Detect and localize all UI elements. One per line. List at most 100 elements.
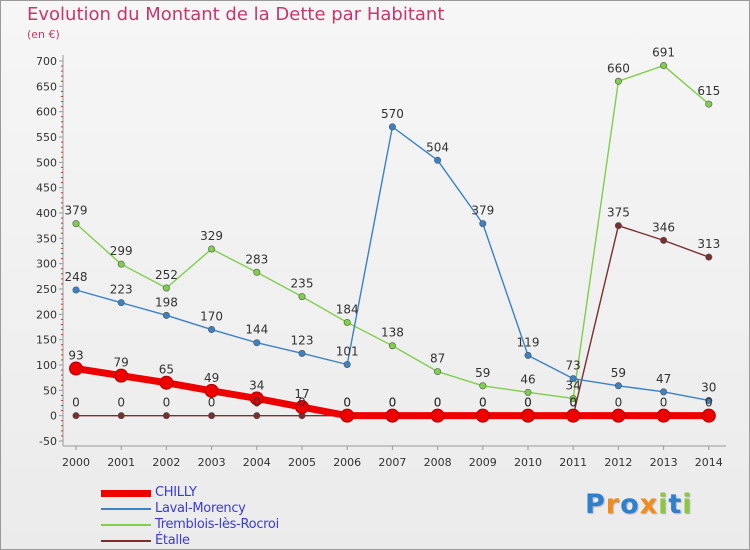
data-label: 615 — [697, 84, 720, 98]
x-tick-label: 2002 — [152, 456, 180, 469]
y-tick-label: 200 — [36, 308, 57, 321]
data-point — [388, 342, 396, 350]
data-label: 248 — [65, 270, 88, 284]
y-tick-label: 400 — [36, 207, 57, 220]
data-point — [524, 351, 532, 359]
data-label: 47 — [656, 372, 671, 386]
data-point — [343, 360, 351, 368]
logo-letter: x — [639, 489, 659, 520]
data-label: 0 — [117, 396, 125, 410]
y-tick-label: 700 — [36, 55, 57, 68]
x-tick-label: 2009 — [469, 456, 497, 469]
data-label: 299 — [110, 244, 133, 258]
data-label: 73 — [566, 359, 581, 373]
data-label: 123 — [291, 333, 314, 347]
legend-label: CHILLY — [155, 485, 197, 500]
x-tick-label: 2005 — [288, 456, 316, 469]
data-label: 379 — [471, 204, 494, 218]
y-tick-label: -50 — [39, 435, 57, 448]
data-label: 34 — [566, 378, 581, 392]
data-point — [162, 284, 170, 292]
data-label: 144 — [245, 323, 268, 337]
data-point — [253, 339, 261, 347]
data-label: 691 — [652, 46, 675, 60]
y-tick-label: 650 — [36, 80, 57, 93]
x-tick-label: 2007 — [378, 456, 406, 469]
data-point — [69, 361, 83, 376]
legend-label: Tremblois-lès-Rocroi — [155, 517, 279, 532]
y-tick-label: 50 — [43, 384, 57, 397]
data-point — [295, 400, 309, 415]
data-label: 0 — [524, 396, 532, 410]
data-point — [614, 382, 622, 390]
data-point — [388, 123, 396, 131]
data-point — [569, 394, 577, 402]
data-point — [253, 268, 261, 276]
data-point — [117, 412, 125, 420]
legend-swatch — [101, 490, 151, 497]
data-point — [705, 100, 713, 108]
data-label: 252 — [155, 268, 178, 282]
data-point — [208, 326, 216, 334]
data-point — [162, 412, 170, 420]
y-tick-label: 0 — [50, 410, 57, 423]
data-point — [204, 383, 219, 398]
y-tick-label: 350 — [36, 232, 57, 245]
data-point — [208, 412, 216, 420]
data-point — [117, 299, 125, 307]
data-label: 329 — [200, 229, 223, 243]
data-label: 49 — [204, 371, 219, 385]
data-point — [72, 286, 80, 294]
data-point — [660, 236, 668, 244]
data-label: 17 — [294, 387, 309, 401]
data-label: 660 — [607, 61, 630, 75]
legend-swatch — [101, 508, 151, 510]
x-tick-label: 2008 — [424, 456, 452, 469]
data-label: 223 — [110, 283, 133, 297]
x-tick-label: 2006 — [333, 456, 361, 469]
data-point — [705, 253, 713, 261]
data-label: 0 — [434, 396, 442, 410]
chart-subtitle: (en €) — [27, 28, 60, 41]
logo-letter: r — [605, 489, 621, 520]
data-label: 198 — [155, 295, 178, 309]
y-tick-label: 600 — [36, 106, 57, 119]
data-point — [705, 396, 713, 404]
data-label: 0 — [479, 396, 487, 410]
data-point — [159, 375, 174, 390]
x-tick-label: 2012 — [604, 456, 632, 469]
data-label: 30 — [701, 380, 716, 394]
data-point — [614, 222, 622, 230]
data-point — [566, 408, 581, 423]
data-label: 379 — [65, 204, 88, 218]
data-point — [162, 311, 170, 319]
data-label: 59 — [475, 366, 490, 380]
data-point — [114, 368, 129, 383]
chart-title: Evolution du Montant de la Dette par Hab… — [27, 4, 445, 25]
data-label: 65 — [159, 363, 174, 377]
data-label: 283 — [245, 252, 268, 266]
data-label: 0 — [343, 396, 351, 410]
data-label: 0 — [615, 396, 623, 410]
data-label: 87 — [430, 352, 445, 366]
data-point — [521, 408, 535, 423]
data-label: 46 — [520, 372, 535, 386]
data-point — [614, 77, 622, 85]
logo-letter: t — [668, 489, 683, 520]
data-label: 0 — [660, 396, 668, 410]
data-label: 101 — [336, 344, 359, 358]
data-label: 0 — [705, 396, 713, 410]
x-tick-label: 2010 — [514, 456, 542, 469]
y-tick-label: 250 — [36, 283, 57, 296]
logo-letter: i — [682, 489, 693, 520]
data-point — [208, 245, 216, 253]
data-label: 0 — [72, 396, 80, 410]
data-point — [298, 349, 306, 357]
data-point — [479, 220, 487, 228]
x-tick-label: 2003 — [198, 456, 226, 469]
data-point — [434, 368, 442, 376]
data-label: 34 — [249, 378, 264, 392]
data-label: 0 — [524, 396, 532, 410]
